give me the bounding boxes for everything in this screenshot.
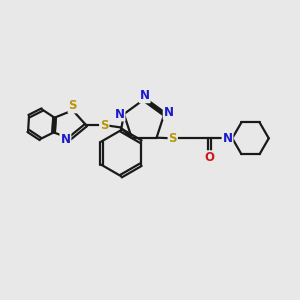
Text: S: S (100, 118, 109, 131)
Text: S: S (68, 99, 77, 112)
Text: N: N (223, 132, 232, 145)
Text: S: S (169, 132, 177, 145)
Text: N: N (164, 106, 174, 119)
Text: N: N (140, 89, 150, 102)
Text: O: O (204, 151, 214, 164)
Text: N: N (115, 107, 124, 121)
Text: N: N (60, 133, 70, 146)
